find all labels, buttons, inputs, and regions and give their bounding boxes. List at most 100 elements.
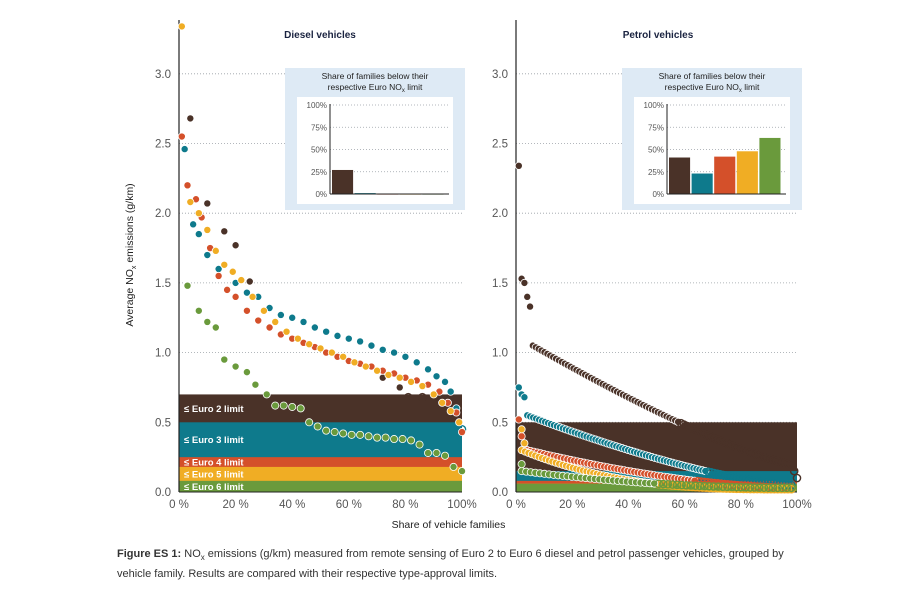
data-point-euro5 <box>259 306 268 315</box>
data-point-euro5 <box>455 418 464 427</box>
data-point-euro2 <box>203 199 212 208</box>
data-point-euro6 <box>330 428 339 437</box>
data-point-euro5 <box>339 352 348 361</box>
data-point-euro5 <box>177 22 186 31</box>
data-point-euro5 <box>418 382 427 391</box>
data-point-euro3 <box>194 230 203 239</box>
data-point-euro6 <box>313 422 322 431</box>
inset-title-line2: respective Euro NOx limit <box>665 82 760 94</box>
data-point-euro6 <box>398 435 407 444</box>
data-point-euro5 <box>438 398 447 407</box>
data-point-euro6 <box>759 483 769 492</box>
data-point-euro6 <box>709 482 718 491</box>
data-point-euro6 <box>723 482 732 492</box>
data-point-euro5 <box>305 340 314 349</box>
limit-band-label: ≤ Euro 2 limit <box>184 404 244 415</box>
data-point-euro5 <box>271 317 280 326</box>
data-point-euro4 <box>214 271 223 280</box>
data-point-euro4 <box>223 285 232 294</box>
data-point-euro3 <box>514 383 523 392</box>
data-point-euro5 <box>384 370 393 379</box>
data-point-euro5 <box>237 276 246 285</box>
data-point-euro6 <box>457 467 466 476</box>
x-tick-label: 40 % <box>615 499 641 511</box>
data-point-euro6 <box>242 368 251 377</box>
data-point-euro5 <box>429 390 438 399</box>
data-point-euro3 <box>344 334 353 343</box>
data-point-euro6 <box>441 451 450 460</box>
data-point-euro6 <box>659 479 668 489</box>
limit-band-label: ≤ Euro 5 limit <box>184 469 244 480</box>
limit-band-label: ≤ Euro 3 limit <box>184 435 244 446</box>
panel-title: Diesel vehicles <box>284 30 356 41</box>
data-point-euro2 <box>403 392 413 402</box>
data-point-euro3 <box>356 337 365 346</box>
data-point-euro4 <box>242 306 251 315</box>
data-point-euro6 <box>691 481 700 490</box>
y-axis-label: Average NOx emissions (g/km) <box>124 183 138 326</box>
x-tick-label: 0 % <box>169 499 189 511</box>
data-point-euro3 <box>333 331 342 340</box>
data-point-euro5 <box>446 407 455 416</box>
data-point-euro4 <box>231 292 240 301</box>
data-point-euro6 <box>339 429 348 438</box>
data-point-euro3 <box>412 358 421 367</box>
data-point-euro2 <box>186 114 195 123</box>
data-point-euro2 <box>789 466 799 476</box>
limit-band-euro6 <box>179 480 462 492</box>
data-point-euro5 <box>248 292 257 301</box>
inset-y-tick-label: 25% <box>648 168 664 177</box>
data-point-euro2 <box>523 292 532 301</box>
data-point-euro4 <box>265 323 274 332</box>
caption-sub: x <box>200 553 205 563</box>
figure-caption: Figure ES 1: NOx emissions (g/km) measur… <box>117 546 817 582</box>
data-point-euro5 <box>211 246 220 255</box>
data-point-euro6 <box>364 432 373 441</box>
data-point-euro3 <box>390 348 399 357</box>
inset-y-tick-label: 100% <box>307 101 327 110</box>
data-point-euro5 <box>203 225 212 234</box>
data-point-euro5 <box>407 377 416 386</box>
data-point-euro3 <box>378 345 387 354</box>
inset-bar-euro3 <box>691 173 713 194</box>
data-point-euro3 <box>441 377 450 386</box>
limit-band-label: ≤ Euro 4 limit <box>184 458 244 469</box>
data-point-euro6 <box>727 482 737 492</box>
inset-y-tick-label: 100% <box>644 101 664 110</box>
x-tick-label: 60 % <box>671 499 697 511</box>
data-point-euro4 <box>254 316 263 325</box>
data-point-euro4 <box>457 428 466 437</box>
data-point-euro6 <box>262 390 271 399</box>
data-point-euro6 <box>356 430 365 439</box>
data-point-euro6 <box>750 483 760 492</box>
data-point-euro5 <box>194 209 203 218</box>
data-point-euro6 <box>183 281 192 290</box>
data-point-euro6 <box>695 481 705 491</box>
data-point-euro2 <box>245 277 254 286</box>
data-point-euro3 <box>288 313 297 322</box>
data-point-euro6 <box>305 418 314 427</box>
data-point-euro3 <box>446 387 455 396</box>
y-tick-label: 3.0 <box>155 69 171 81</box>
data-point-euro5 <box>228 267 237 276</box>
data-point-euro6 <box>681 480 691 490</box>
data-point-euro3 <box>310 323 319 332</box>
data-point-euro3 <box>424 365 433 374</box>
x-tick-label: 0 % <box>506 499 526 511</box>
inset-plot-area <box>297 97 453 204</box>
data-point-euro2 <box>395 383 404 392</box>
data-point-euro6 <box>373 433 382 442</box>
data-point-euro6 <box>432 448 441 457</box>
data-point-euro3 <box>276 310 285 319</box>
inset-chart: Share of families below theirrespective … <box>285 68 465 210</box>
y-tick-label: 2.5 <box>155 139 171 151</box>
x-tick-label: 20 % <box>222 499 248 511</box>
y-tick-label: 2.0 <box>492 208 508 220</box>
data-point-euro6 <box>194 306 203 315</box>
data-point-euro6 <box>211 323 220 332</box>
data-point-euro3 <box>242 288 251 297</box>
data-point-euro6 <box>231 362 240 371</box>
data-point-euro2 <box>520 278 529 287</box>
data-point-euro6 <box>672 480 682 490</box>
data-point-euro3 <box>367 341 376 350</box>
